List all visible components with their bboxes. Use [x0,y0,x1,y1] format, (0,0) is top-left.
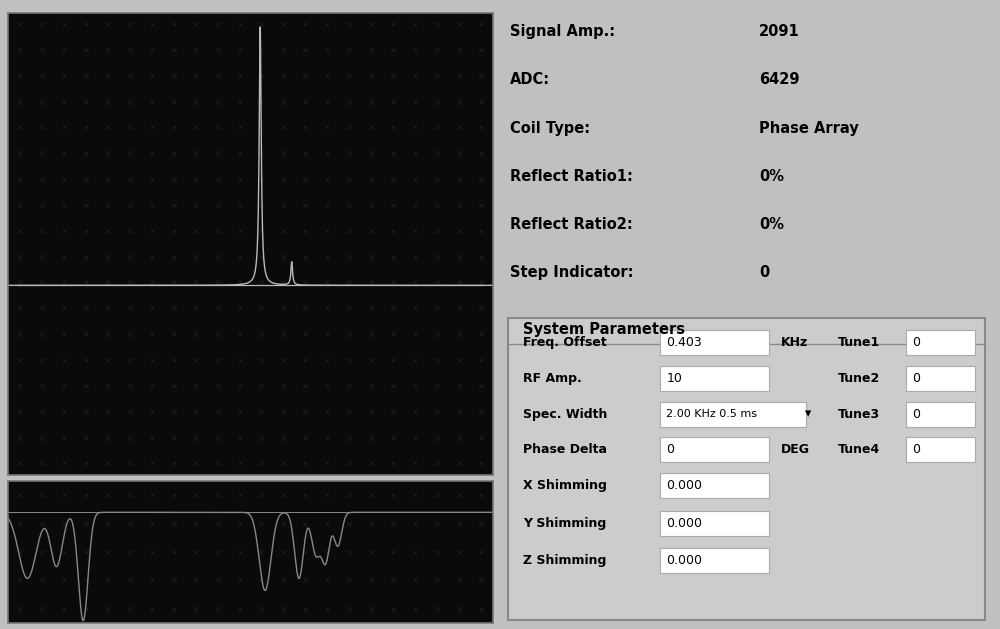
FancyBboxPatch shape [660,402,806,426]
FancyBboxPatch shape [906,366,975,391]
Text: 0.000: 0.000 [666,479,702,493]
Text: 0.000: 0.000 [666,516,702,530]
FancyBboxPatch shape [906,330,975,355]
Text: 0: 0 [759,265,769,281]
Text: 0: 0 [666,443,674,457]
Text: 10: 10 [666,372,682,385]
Text: DEG: DEG [781,443,810,457]
Text: System Parameters: System Parameters [523,322,685,337]
FancyBboxPatch shape [906,402,975,426]
Text: Reflect Ratio2:: Reflect Ratio2: [510,217,633,232]
FancyBboxPatch shape [906,437,975,462]
Text: 0%: 0% [759,217,784,232]
Text: 6429: 6429 [759,72,799,87]
Text: Spec. Width: Spec. Width [523,408,607,421]
Text: 2091: 2091 [759,24,800,39]
Text: 0: 0 [912,408,920,421]
Text: 0: 0 [912,372,920,385]
Text: Phase Array: Phase Array [759,121,859,136]
Text: Z Shimming: Z Shimming [523,554,606,567]
Text: Step Indicator:: Step Indicator: [510,265,633,281]
Text: ▾: ▾ [805,408,811,421]
FancyBboxPatch shape [660,548,769,573]
Text: Tune4: Tune4 [838,443,880,457]
Text: KHz: KHz [781,336,808,349]
Text: Tune1: Tune1 [838,336,880,349]
Text: Y Shimming: Y Shimming [523,516,606,530]
Text: Phase Delta: Phase Delta [523,443,607,457]
Text: 0.000: 0.000 [666,554,702,567]
Text: 0: 0 [912,336,920,349]
Text: X Shimming: X Shimming [523,479,607,493]
Text: Signal Amp.:: Signal Amp.: [510,24,615,39]
Text: Tune3: Tune3 [838,408,880,421]
Text: ADC:: ADC: [510,72,550,87]
FancyBboxPatch shape [660,473,769,498]
Text: 0: 0 [912,443,920,457]
Text: Coil Type:: Coil Type: [510,121,590,136]
Text: Tune2: Tune2 [838,372,880,385]
FancyBboxPatch shape [660,511,769,535]
Text: 2.00 KHz 0.5 ms: 2.00 KHz 0.5 ms [666,409,757,419]
FancyBboxPatch shape [660,437,769,462]
Text: 0.403: 0.403 [666,336,702,349]
FancyBboxPatch shape [508,318,985,620]
Text: RF Amp.: RF Amp. [523,372,581,385]
FancyBboxPatch shape [660,366,769,391]
Text: Freq. Offset: Freq. Offset [523,336,606,349]
FancyBboxPatch shape [660,330,769,355]
Text: 0%: 0% [759,169,784,184]
Text: Reflect Ratio1:: Reflect Ratio1: [510,169,633,184]
